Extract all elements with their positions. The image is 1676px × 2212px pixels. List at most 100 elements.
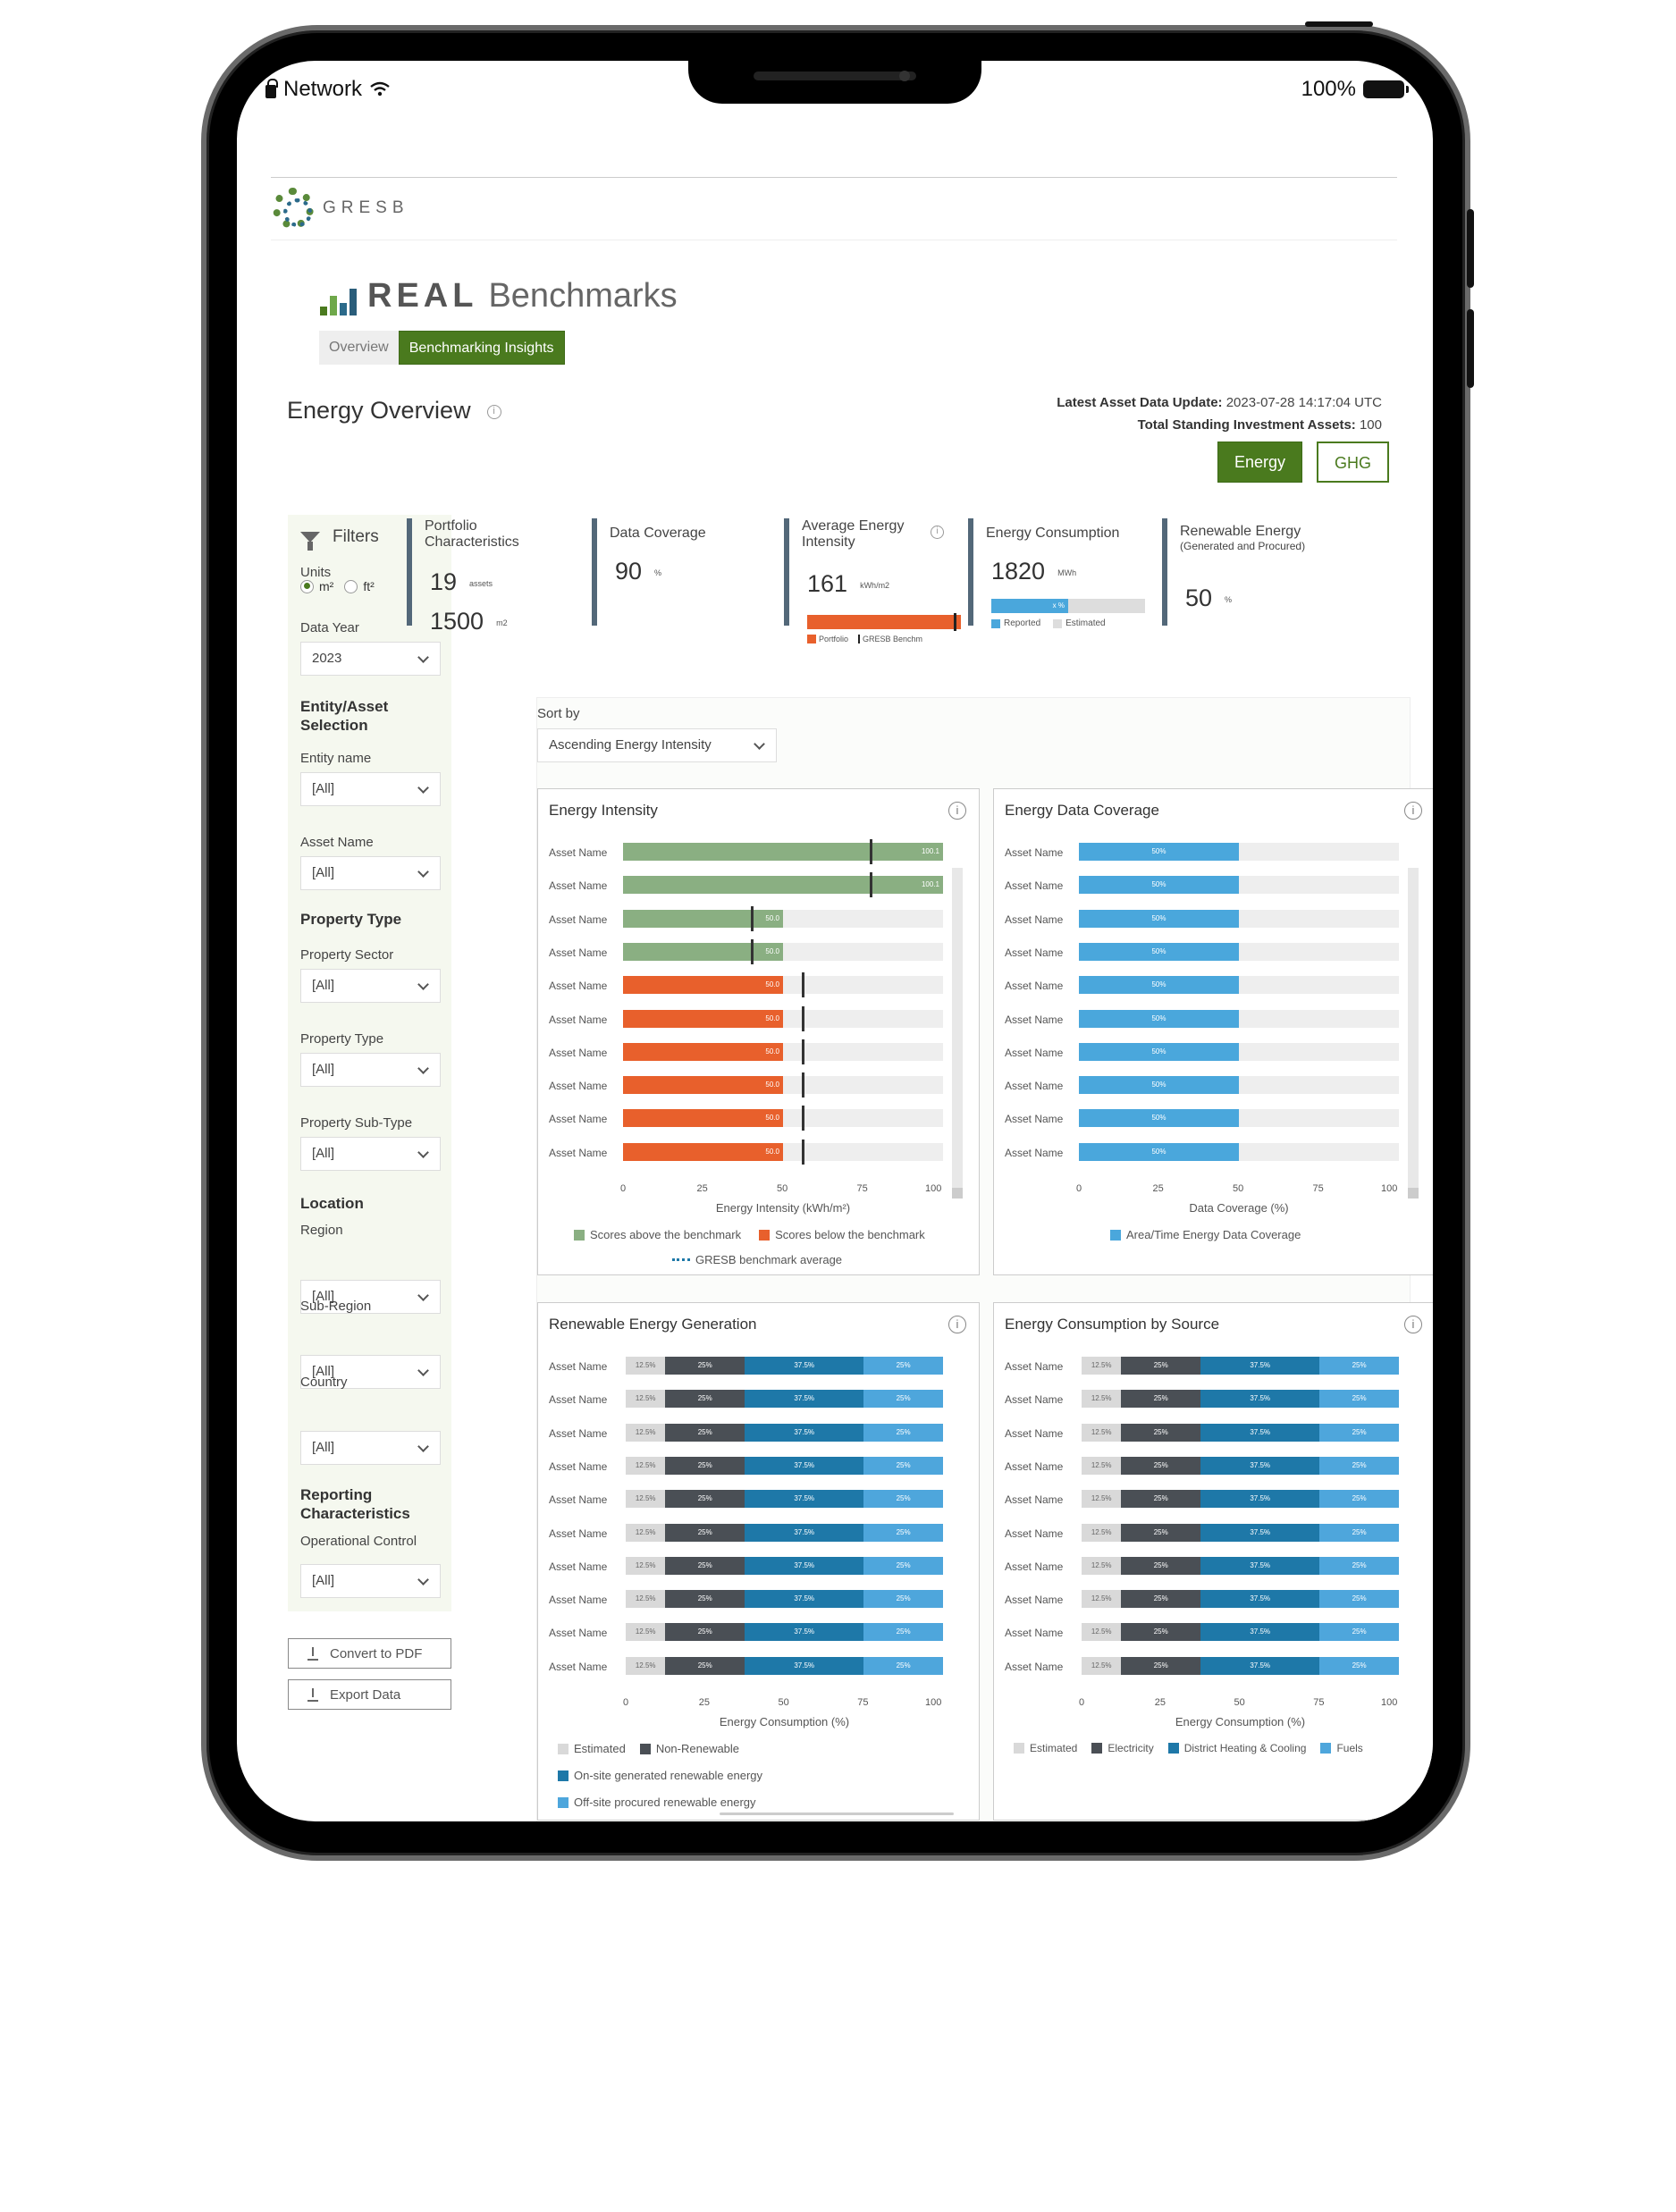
x-tick-label: 50 [777, 1183, 788, 1194]
property-subtype-value: [All] [312, 1146, 335, 1161]
legend: Area/Time Energy Data Coverage [1110, 1228, 1301, 1241]
chevron-down-icon [754, 738, 765, 750]
bar-segment: 12.5% [1082, 1357, 1122, 1375]
region-select[interactable]: [All] [300, 1280, 441, 1314]
category-label: Asset Name [549, 1627, 608, 1640]
chart-row: Asset Name 12.5% 25% 37.5% 25% [994, 1423, 1433, 1442]
x-tick-label: 100 [1381, 1697, 1398, 1708]
chevron-down-icon [417, 866, 429, 878]
property-type-select[interactable]: [All] [300, 1053, 441, 1087]
gresb-logo[interactable]: GRESB [273, 188, 409, 229]
x-tick-label: 0 [623, 1697, 629, 1708]
gresb-logo-text: GRESB [323, 198, 409, 217]
tab-benchmarking-insights[interactable]: Benchmarking Insights [398, 331, 565, 365]
unit-m2-radio[interactable] [300, 579, 314, 593]
data-update-meta: Latest Asset Data Update: 2023-07-28 14:… [1057, 391, 1382, 436]
intensity-portfolio-bar [807, 615, 961, 629]
property-sector-select[interactable]: [All] [300, 969, 441, 1003]
chevron-down-icon [417, 1365, 429, 1376]
sort-by-select[interactable]: Ascending Energy Intensity [537, 728, 777, 762]
info-icon[interactable]: i [1404, 802, 1422, 820]
legend-swatch [639, 1743, 651, 1754]
entity-name-select[interactable]: [All] [300, 772, 441, 806]
real-benchmarks-brand: REAL Benchmarks [320, 277, 678, 315]
kpi-coverage-value: 90 [615, 558, 643, 585]
tab-overview[interactable]: Overview [319, 331, 399, 365]
bar: 50.0 [623, 1042, 783, 1061]
kpi-intensity-unit: kWh/m2 [860, 580, 890, 590]
legend-portfolio: Portfolio [819, 635, 849, 643]
bar-segment: 12.5% [626, 1590, 666, 1609]
bar-segment: 12.5% [1082, 1623, 1122, 1642]
bar: 50% [1079, 1009, 1239, 1028]
scrollbar[interactable] [1408, 868, 1419, 1199]
chart-title: Renewable Energy Generation [549, 1316, 757, 1333]
bar-segment: 37.5% [1200, 1490, 1320, 1509]
bar: 100.1 [623, 843, 943, 861]
bar-segment: 37.5% [1200, 1556, 1320, 1575]
info-icon[interactable]: i [948, 802, 966, 820]
bar-segment: 12.5% [1082, 1490, 1122, 1509]
bar-track: 12.5% 25% 37.5% 25% [1082, 1456, 1399, 1475]
unit-ft2-radio[interactable] [344, 579, 358, 593]
chart-row: Asset Name 50% [994, 1109, 1433, 1128]
category-label: Asset Name [1005, 1493, 1064, 1507]
export-data-button[interactable]: Export Data [288, 1679, 451, 1710]
bar-segment: 25% [863, 1456, 943, 1475]
category-label: Asset Name [1005, 879, 1064, 893]
chart-row: Asset Name 12.5% 25% 37.5% 25% [994, 1590, 1433, 1609]
bar-track: 12.5% 25% 37.5% 25% [626, 1490, 943, 1509]
info-icon[interactable]: i [948, 1316, 966, 1333]
info-icon[interactable]: i [931, 526, 944, 539]
chart-row: Asset Name 50% [994, 843, 1433, 861]
subregion-select[interactable]: [All] [300, 1355, 441, 1389]
bar-segment: 12.5% [626, 1523, 666, 1542]
battery-percent: 100% [1301, 77, 1356, 101]
legend: GRESB benchmark average [672, 1253, 842, 1266]
brand-benchmarks: Benchmarks [488, 277, 678, 315]
x-tick-label: 0 [620, 1183, 627, 1194]
bar-track: 12.5% 25% 37.5% 25% [1082, 1390, 1399, 1409]
x-tick-label: 25 [698, 1697, 710, 1708]
bar-segment: 37.5% [1200, 1390, 1320, 1409]
subregion-label: Sub-Region [300, 1299, 372, 1314]
category-label: Asset Name [1005, 1013, 1064, 1026]
bar-segment: 12.5% [626, 1490, 666, 1509]
asset-name-select[interactable]: [All] [300, 856, 441, 890]
chart-row: Asset Name 12.5% 25% 37.5% 25% [538, 1623, 979, 1642]
bar-segment: 25% [665, 1390, 745, 1409]
category-label: Asset Name [1005, 1080, 1064, 1093]
bar-track: 50.0 [623, 1106, 943, 1131]
category-label: Asset Name [1005, 1627, 1064, 1640]
scrollbar[interactable] [952, 868, 963, 1199]
property-subtype-select[interactable]: [All] [300, 1137, 441, 1171]
x-axis-label: Energy Consumption (%) [719, 1715, 850, 1728]
data-year-select[interactable]: 2023 [300, 642, 441, 676]
country-select[interactable]: [All] [300, 1431, 441, 1465]
chart-row: Asset Name 50% [994, 976, 1433, 995]
info-icon[interactable]: i [1404, 1316, 1422, 1333]
chart-row: Asset Name 50% [994, 909, 1433, 928]
bar-track: 50% [1079, 942, 1399, 961]
ghg-toggle-button[interactable]: GHG [1317, 442, 1390, 483]
bar-track: 50.0 [623, 905, 943, 931]
chart-row: Asset Name 12.5% 25% 37.5% 25% [538, 1357, 979, 1375]
bar-segment: 12.5% [1082, 1423, 1122, 1442]
property-sector-value: [All] [312, 978, 335, 993]
operational-control-select[interactable]: [All] [300, 1564, 441, 1598]
category-label: Asset Name [549, 1426, 608, 1440]
kpi-intensity-title: Average Energy Intensity [802, 518, 905, 550]
bar-track: 50% [1079, 976, 1399, 995]
convert-to-pdf-button[interactable]: Convert to PDF [288, 1638, 451, 1669]
bar-track: 50% [1079, 876, 1399, 895]
brand-bars-icon [320, 289, 357, 315]
asset-name-value: [All] [312, 865, 335, 880]
bar: 50.0 [623, 1109, 783, 1128]
bar-segment: 37.5% [745, 1656, 864, 1675]
property-type-label: Property Type [300, 1031, 384, 1047]
chart-row: Asset Name 50% [994, 1076, 1433, 1095]
x-tick-label: 50 [1234, 1697, 1245, 1708]
info-icon[interactable]: i [486, 404, 501, 419]
operational-control-value: [All] [312, 1573, 335, 1588]
energy-toggle-button[interactable]: Energy [1217, 442, 1303, 483]
